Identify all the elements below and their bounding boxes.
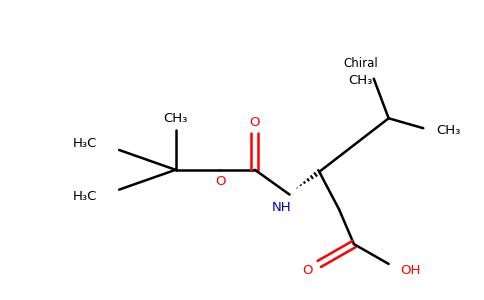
Text: OH: OH — [401, 264, 421, 278]
Text: CH₃: CH₃ — [436, 124, 461, 137]
Text: Chiral: Chiral — [344, 57, 378, 70]
Text: CH₃: CH₃ — [164, 112, 188, 125]
Text: O: O — [250, 116, 260, 129]
Text: O: O — [215, 175, 226, 188]
Text: CH₃: CH₃ — [348, 74, 373, 87]
Text: H₃C: H₃C — [73, 136, 97, 150]
Text: NH: NH — [272, 201, 291, 214]
Text: O: O — [302, 264, 313, 278]
Text: H₃C: H₃C — [73, 190, 97, 203]
